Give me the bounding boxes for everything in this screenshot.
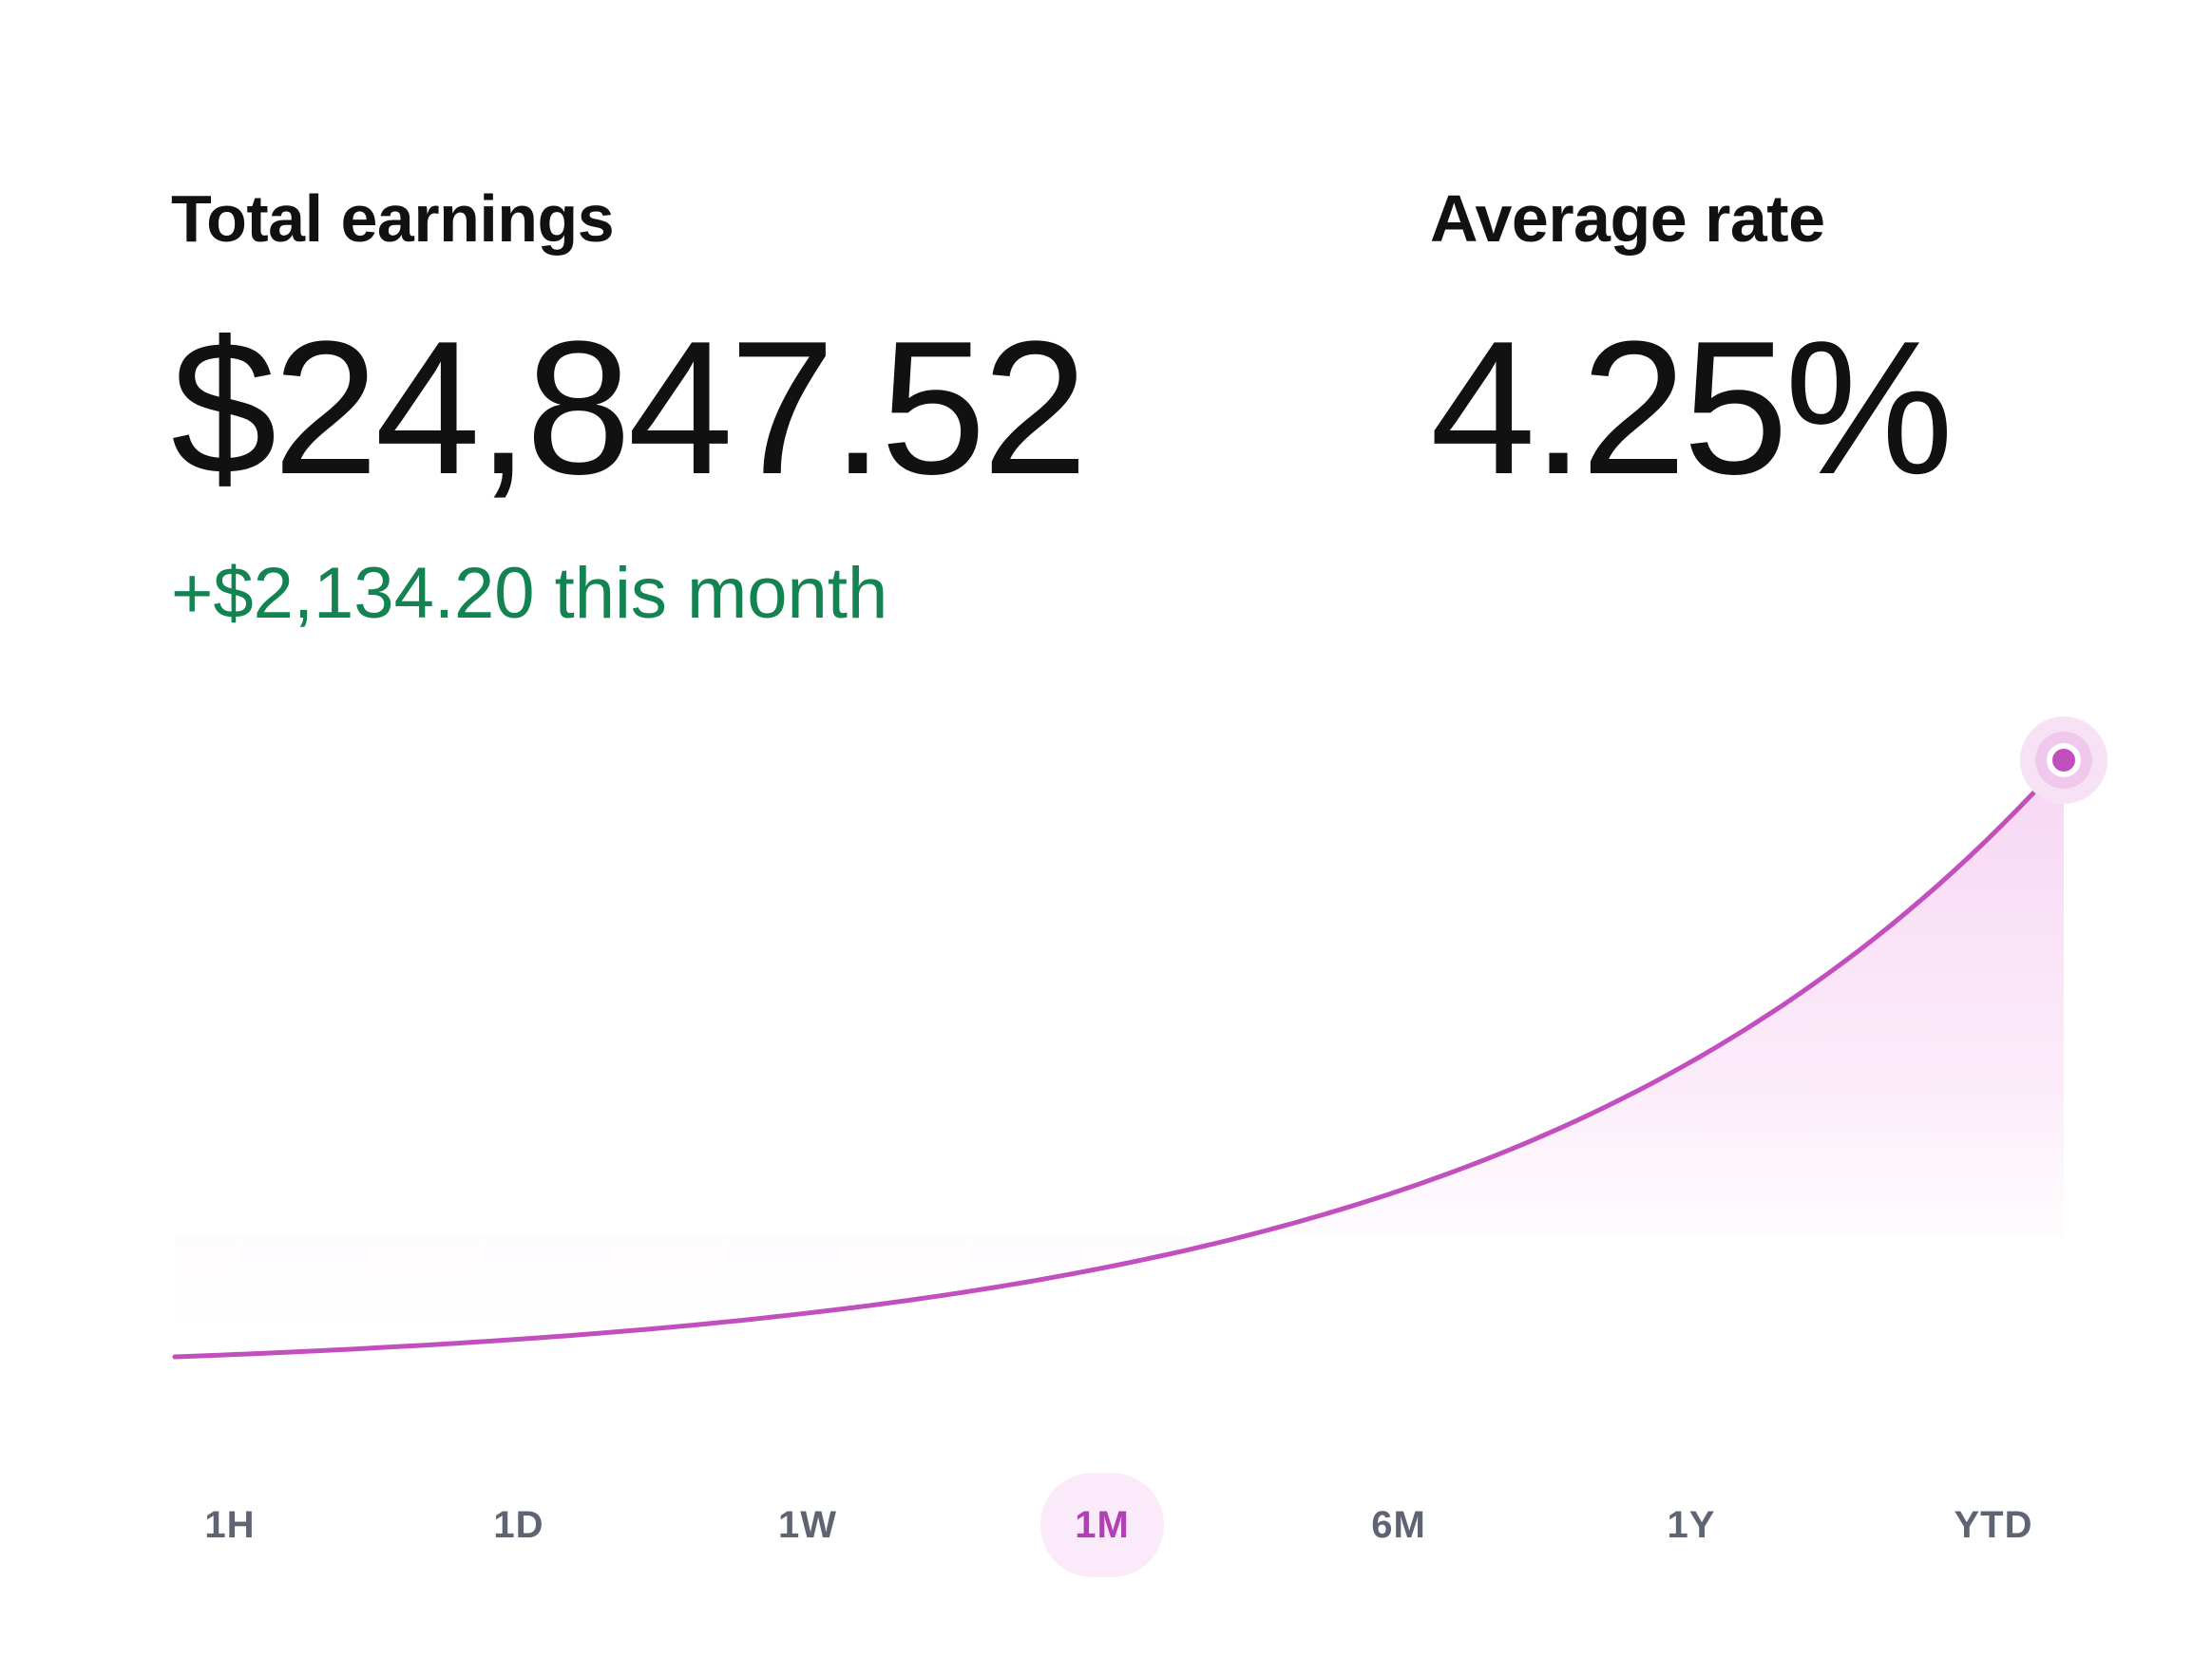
chart-endpoint-marker[interactable] — [2052, 749, 2075, 772]
total-earnings-label: Total earnings — [171, 181, 615, 256]
range-tab-6m[interactable]: 6M — [1371, 1503, 1426, 1546]
average-rate-value: 4.25% — [1430, 302, 1954, 514]
range-tab-1d[interactable]: 1D — [493, 1503, 544, 1546]
range-tab-1y[interactable]: 1Y — [1667, 1503, 1716, 1546]
average-rate-label: Average rate — [1430, 181, 1825, 256]
chart-area-fill — [175, 760, 2064, 1357]
chart-line — [172, 757, 2067, 1360]
earnings-change-text: +$2,134.20 this month — [171, 553, 888, 634]
range-tab-1h[interactable]: 1H — [204, 1503, 256, 1546]
range-tab-1w[interactable]: 1W — [778, 1503, 837, 1546]
chart-endpoint-halo-inner — [2035, 732, 2092, 789]
chart-endpoint-halo-outer — [2020, 716, 2107, 804]
range-tab-ytd[interactable]: YTD — [1954, 1503, 2033, 1546]
time-range-selector: 1H 1D 1W 1M 6M 1Y YTD — [0, 1473, 2212, 1577]
range-tab-1m[interactable]: 1M — [1040, 1473, 1164, 1577]
chart-endpoint-ring — [2047, 743, 2081, 777]
total-earnings-value: $24,847.52 — [171, 302, 1088, 514]
